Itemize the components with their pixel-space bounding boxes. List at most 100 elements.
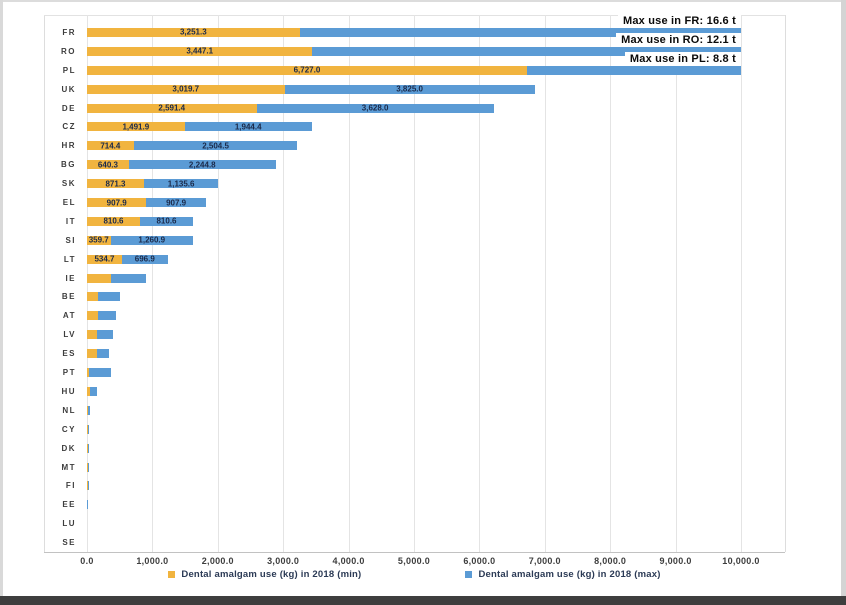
gridline [152,15,154,552]
bar-min-segment: 3,251.3 [87,27,300,37]
bar-min-segment: 359.7 [87,235,111,245]
gridline [675,15,677,552]
gridline [741,15,742,552]
bar-min-segment: 640.3 [87,160,129,170]
row-label-lv: LV [63,330,76,340]
row-label-fi: FI [65,481,76,491]
bar-value-label-max: 2,504.5 [202,141,229,151]
frame-left-edge [0,0,3,605]
bar-min-segment: 714.4 [87,141,134,151]
bar-max-segment: 1,135.6 [144,179,219,189]
frame-bottom-edge [0,596,846,605]
legend-entry-min: Dental amalgam use (kg) in 2018 (min) [168,569,361,580]
row-label-hr: HR [61,141,76,151]
bar-value-label-min: 871.3 [105,179,126,189]
bar-value-label-min: 359.7 [88,235,109,245]
row-label-uk: UK [61,84,76,94]
gridline [283,15,285,552]
row-label-de: DE [61,103,76,113]
bar-max-segment [98,292,120,302]
bar-min-segment: 534.7 [87,254,122,264]
bar-max-segment: 3,628.0 [256,103,494,113]
bar-max-segment [88,462,90,472]
bar-min-segment: 871.3 [87,179,144,189]
bar-value-label-min: 534.7 [94,254,115,264]
bar-min-segment [87,405,89,415]
row-label-fr: FR [62,27,76,37]
annotation-pl: Max use in PL: 8.8 t [624,51,741,66]
bar-max-segment: 3,825.0 [284,84,535,94]
legend-label-min: Dental amalgam use (kg) in 2018 (min) [181,569,362,580]
bar-min-segment [87,311,98,321]
row-label-cz: CZ [62,122,76,132]
bar-value-label-max: 696.9 [134,254,155,264]
bar-max-segment [526,65,741,75]
frame-right-edge [841,0,846,605]
row-label-se: SE [62,538,76,548]
gridline [610,15,612,552]
bar-value-label-max: 3,825.0 [396,84,423,94]
row-label-hu: HU [61,386,76,396]
row-label-mt: MT [61,462,76,472]
bar-min-segment: 907.9 [87,198,147,207]
bar-min-segment [87,349,97,359]
row-label-sk: SK [61,179,76,189]
bar-max-segment [89,368,111,377]
x-tick-label: 10,000.0 [722,556,760,566]
row-label-pt: PT [62,368,76,377]
bar-value-label-max: 907.9 [166,198,187,207]
legend: Dental amalgam use (kg) in 2018 (min) Den… [44,569,785,580]
row-label-bg: BG [61,160,76,170]
bar-min-segment [87,481,88,491]
plot-right-border [785,15,786,552]
bar-min-segment: 3,019.7 [87,84,285,94]
bar-max-segment [89,386,97,396]
bar-value-label-max: 1,135.6 [167,179,195,189]
bar-max-segment [88,443,90,453]
x-tick-label: 8,000.0 [594,556,627,566]
gridline [544,15,546,552]
x-axis-line [44,552,785,553]
bar-max-segment: 810.6 [140,216,193,226]
bar-min-segment [87,330,97,340]
bar-min-segment: 2,591.4 [87,103,257,113]
bar-value-label-max: 810.6 [156,216,177,226]
x-tick-label: 4,000.0 [332,556,365,566]
bar-max-segment [96,330,114,340]
bar-min-segment [87,292,99,302]
gridline [479,15,481,552]
gridline [414,15,415,552]
bar-value-label-min: 3,019.7 [172,84,200,94]
bar-max-segment [88,424,90,434]
legend-swatch-max [465,571,473,578]
bar-max-segment [97,311,117,321]
gridline [87,15,88,552]
bar-min-segment [87,462,88,472]
row-label-es: ES [62,349,76,359]
bar-value-label-max: 3,628.0 [361,103,389,113]
bar-value-label-min: 3,251.3 [179,27,207,37]
row-label-lu: LU [62,519,76,529]
row-label-it: IT [65,216,76,226]
row-label-ro: RO [61,46,76,56]
bar-max-segment: 907.9 [146,198,206,207]
bar-max-segment [312,46,741,56]
x-tick-label: 2,000.0 [201,556,234,566]
row-label-be: BE [61,292,76,302]
annotation-ro: Max use in RO: 12.1 t [616,32,741,47]
bar-min-segment: 810.6 [87,216,140,226]
row-label-dk: DK [61,443,76,453]
bar-min-segment [87,273,112,283]
x-tick-label: 5,000.0 [397,556,431,566]
x-tick-label: 6,000.0 [463,556,496,566]
bar-value-label-min: 810.6 [103,216,124,226]
row-label-el: EL [62,198,76,207]
bar-max-segment: 696.9 [122,254,168,264]
x-tick-label: 3,000.0 [267,556,300,566]
frame-top-edge [0,0,846,2]
legend-swatch-min [168,571,176,578]
bar-value-label-min: 3,447.1 [186,46,214,56]
legend-label-max: Dental amalgam use (kg) in 2018 (max) [478,569,661,580]
